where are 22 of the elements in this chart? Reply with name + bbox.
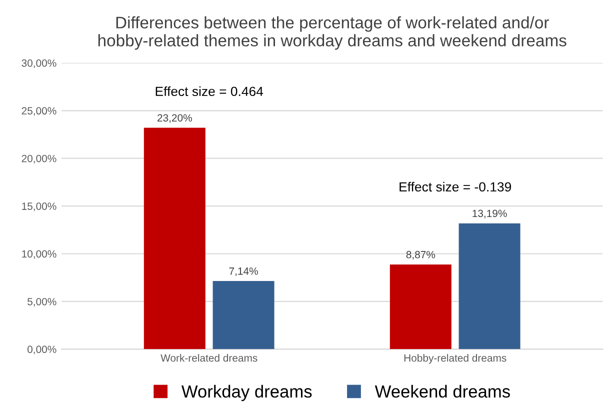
y-tick-label: 15,00% bbox=[22, 202, 56, 212]
y-tick-label: 0,00% bbox=[28, 346, 56, 354]
y-tick-label: 5,00% bbox=[28, 298, 56, 307]
y-tick-label: 25,00% bbox=[22, 107, 56, 116]
annotation: Effect size = 0.464 bbox=[156, 86, 264, 96]
y-tick-label: 10,00% bbox=[22, 250, 56, 259]
x-tick-label: Hobby-related dreams bbox=[404, 354, 506, 364]
annotation: Effect size = -0.139 bbox=[400, 182, 512, 192]
legend-label: Workday dreams bbox=[181, 384, 312, 402]
legend-label: Weekend dreams bbox=[374, 384, 510, 398]
bar bbox=[144, 128, 206, 350]
bar bbox=[212, 281, 274, 350]
bar bbox=[390, 264, 452, 350]
data-label: 8,87% bbox=[406, 250, 436, 260]
y-tick-label: 20,00% bbox=[22, 154, 56, 164]
data-label: 23,20% bbox=[158, 114, 192, 123]
y-tick-label: 30,00% bbox=[22, 59, 56, 68]
data-label: 7,14% bbox=[229, 267, 258, 276]
data-label: 13,19% bbox=[472, 210, 507, 218]
x-tick-label: Work-related dreams bbox=[160, 354, 258, 362]
bar bbox=[458, 223, 520, 350]
chart-title: Differences between the percentage of work-related and/or hobby-related themes in workday dreams and weekend dreams bbox=[98, 16, 566, 50]
